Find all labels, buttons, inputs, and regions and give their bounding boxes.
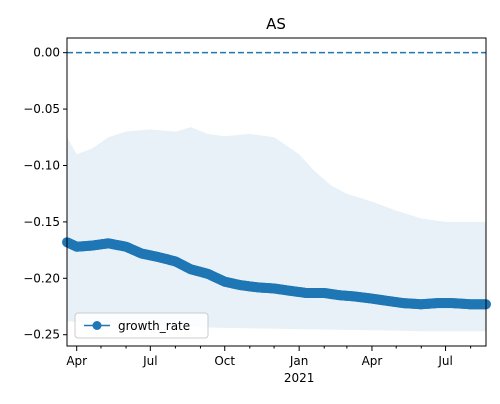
y-tick-label: 0.00 [33, 46, 60, 60]
x-tick-label: Apr [362, 354, 383, 368]
x-tick-label: Apr [66, 354, 87, 368]
legend-box [74, 312, 209, 339]
y-tick-label: −0.10 [23, 158, 60, 172]
x-tick-label: Jan [289, 354, 309, 368]
y-tick-label: −0.25 [23, 328, 60, 342]
series-markers-growth_rate [62, 237, 491, 310]
x-tick-label: Oct [214, 354, 235, 368]
legend: growth_rate [74, 312, 209, 339]
chart-title: AS [266, 15, 286, 33]
legend-label: growth_rate [118, 319, 190, 333]
y-tick-label: −0.20 [23, 271, 60, 285]
plot-area [62, 51, 491, 332]
x-tick-label: Jul [437, 354, 452, 368]
x-tick-label: Jul [142, 354, 157, 368]
axes-frame [66, 37, 487, 347]
x-tick-year-label: 2021 [284, 371, 315, 385]
y-tick-label: −0.05 [23, 102, 60, 116]
legend-marker [92, 321, 102, 330]
axes: 0.00 −0.05 −0.10 −0.15 −0.20 −0.25 Apr Jul Oct Ja… [23, 37, 487, 385]
y-tick-label: −0.15 [23, 215, 60, 229]
uncertainty-band [67, 127, 486, 332]
